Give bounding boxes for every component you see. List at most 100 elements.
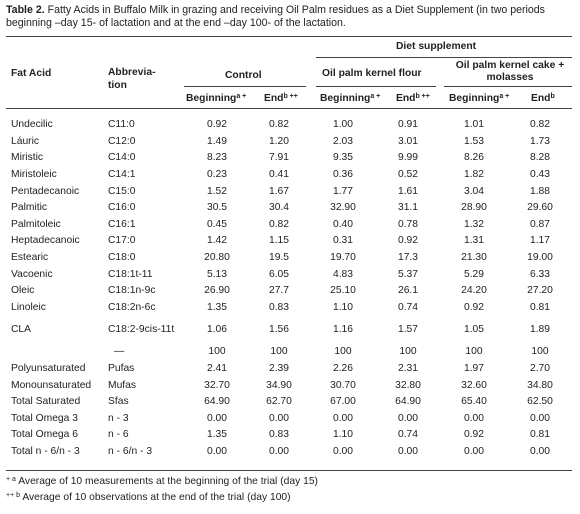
value-cell: 0.00: [268, 412, 290, 424]
value-cell: 0.81: [529, 429, 551, 441]
footnote-2: ++ b Average of 10 observations at the e…: [6, 492, 291, 504]
footnote-2-mark: ++ b: [6, 492, 21, 499]
abbreviation-cell: Mufas: [108, 379, 137, 391]
value-cell: 2.26: [332, 363, 354, 375]
abbreviation-cell: C16:1: [108, 218, 136, 230]
table-row: Total Omega 3 n - 3 0.00 0.00 0.00 0.00 0.00 0.…: [6, 411, 572, 428]
value-cell: 32.90: [330, 202, 356, 214]
value-cell: 3.01: [397, 135, 419, 147]
abbreviation-cell: C12:0: [108, 135, 136, 147]
value-cell: 26.1: [397, 285, 419, 297]
value-cell: 9.99: [397, 152, 419, 164]
value-cell: 0.82: [268, 218, 290, 230]
value-cell: 1.20: [268, 135, 290, 147]
value-cell: 62.70: [266, 396, 292, 408]
value-cell: 0.00: [206, 412, 228, 424]
abbreviation-cell: C18:2-9cis-11t: [108, 324, 175, 336]
value-cell: 17.3: [397, 252, 419, 264]
table-row: Miristoleic C14:1 0.23 0.41 0.36 0.52 1.82 0.43: [6, 167, 572, 184]
header-flour-beginning: Beginninga +: [320, 93, 380, 105]
value-cell: 19.00: [527, 252, 553, 264]
value-cell: 3.04: [463, 185, 485, 197]
fatty-acid-name: Monounsaturated: [11, 379, 92, 391]
fatty-acid-name: CLA: [11, 324, 32, 336]
value-cell: 32.60: [461, 379, 487, 391]
value-cell: 1.35: [206, 429, 228, 441]
value-cell: 1.01: [463, 119, 485, 131]
value-cell: 6.33: [529, 268, 551, 280]
header-control-end: Endb ++: [264, 93, 298, 105]
value-cell: 1.42: [206, 235, 228, 247]
table-row: Estearic C18:0 20.80 19.5 19.70 17.3 21.30 19.0…: [6, 250, 572, 267]
value-cell: 19.70: [330, 252, 356, 264]
value-cell: 5.29: [463, 268, 485, 280]
value-cell: 0.43: [529, 169, 551, 181]
table-row: Total Omega 6 n - 6 1.35 0.83 1.10 0.74 0.92 0.…: [6, 427, 572, 444]
fatty-acid-name: Miristoleic: [11, 169, 57, 181]
footnote-2-text: Average of 10 observations at the end of…: [22, 492, 291, 503]
abbreviation-cell: C16:0: [108, 202, 136, 214]
header-control: Control: [225, 70, 262, 81]
value-cell: 2.70: [529, 363, 551, 375]
value-cell: 7.91: [268, 152, 290, 164]
value-cell: 21.30: [461, 252, 487, 264]
value-cell: 32.70: [204, 379, 230, 391]
fatty-acid-name: Total n - 6/n - 3: [11, 445, 80, 457]
value-cell: 62.50: [527, 396, 553, 408]
value-cell: 24.20: [461, 285, 487, 297]
header-control-end-mark: b ++: [283, 93, 298, 100]
value-cell: 0.83: [268, 429, 290, 441]
value-cell: 8.26: [463, 152, 485, 164]
value-cell: 2.03: [332, 135, 354, 147]
fatty-acid-name: Polyunsaturated: [11, 363, 86, 375]
value-cell: 64.90: [204, 396, 230, 408]
fatty-acid-name: Heptadecanoic: [11, 235, 80, 247]
value-cell: 0.92: [397, 235, 419, 247]
value-cell: 0.83: [268, 301, 290, 313]
header-oil-palm-cake: Oil palm kernel cake + molasses: [455, 60, 565, 83]
header-flour-end-text: End: [396, 93, 416, 104]
value-cell: 1.67: [268, 185, 290, 197]
value-cell: 1.89: [529, 324, 551, 336]
header-flour-end: Endb ++: [396, 93, 430, 105]
value-cell: 1.05: [463, 324, 485, 336]
value-cell: 1.10: [332, 429, 354, 441]
table-row: CLA C18:2-9cis-11t 1.06 1.56 1.16 1.57 1.05 1.8…: [6, 316, 572, 344]
header-cake-end: Endb: [531, 93, 555, 105]
value-cell: 8.28: [529, 152, 551, 164]
value-cell: 0.92: [463, 429, 485, 441]
header-cake-end-text: End: [531, 93, 551, 104]
table-body: Undecilic C11:0 0.92 0.82 1.00 0.91 1.01 0.82 Lá…: [6, 117, 572, 460]
table-row: Miristic C14:0 8.23 7.91 9.35 9.99 8.26 8.28: [6, 150, 572, 167]
value-cell: 0.74: [397, 429, 419, 441]
footnote-1: + a Average of 10 measurements at the be…: [6, 476, 318, 488]
value-cell: 1.31: [463, 235, 485, 247]
value-cell: 1.52: [206, 185, 228, 197]
value-cell: 0.78: [397, 218, 419, 230]
fatty-acid-name: Total Saturated: [11, 396, 81, 408]
value-cell: 26.90: [204, 285, 230, 297]
table-row: Polyunsaturated Pufas 2.41 2.39 2.26 2.31 1.97…: [6, 361, 572, 378]
value-cell: 25.10: [330, 285, 356, 297]
value-cell: 27.20: [527, 285, 553, 297]
top-rule: [6, 36, 572, 37]
fatty-acid-name: Total Omega 6: [11, 429, 78, 441]
value-cell: 1.17: [529, 235, 551, 247]
fatty-acid-name: Total Omega 3: [11, 412, 78, 424]
table-row: Undecilic C11:0 0.92 0.82 1.00 0.91 1.01 0.82: [6, 117, 572, 134]
header-control-beginning-mark: a +: [236, 93, 247, 100]
value-cell: 100: [465, 346, 483, 358]
abbreviation-cell: n - 6/n - 3: [108, 445, 153, 457]
value-cell: 1.61: [397, 185, 419, 197]
header-oil-palm-flour: Oil palm kernel flour: [322, 68, 422, 79]
value-cell: 29.60: [527, 202, 553, 214]
value-cell: 100: [399, 346, 417, 358]
value-cell: 0.40: [332, 218, 354, 230]
abbreviation-cell: C11:0: [108, 119, 135, 131]
value-cell: 1.56: [268, 324, 290, 336]
table-row: Monounsaturated Mufas 32.70 34.90 30.70 32.80…: [6, 377, 572, 394]
table-row: Oleic C18:1n-9c 26.90 27.7 25.10 26.1 24.20 27.…: [6, 283, 572, 300]
value-cell: 4.83: [332, 268, 354, 280]
value-cell: 6.05: [268, 268, 290, 280]
